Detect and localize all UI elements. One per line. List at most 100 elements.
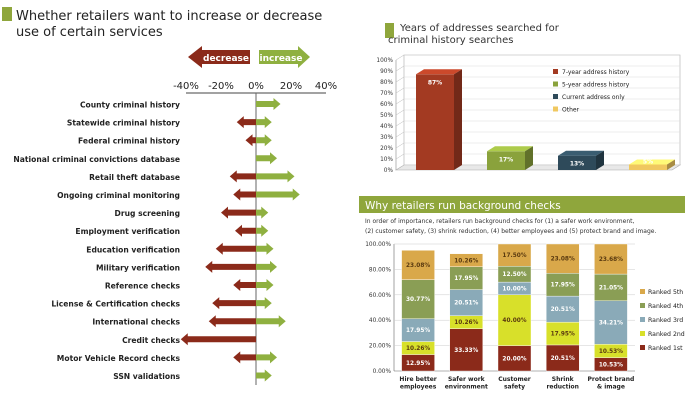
increase-arrow: [256, 134, 272, 147]
tr-y-tick-label: 60%: [380, 102, 393, 108]
br-x-tick-label: Safer work: [448, 376, 486, 383]
tr-bar-side: [525, 146, 533, 170]
tr-grid-diag: [395, 65, 405, 72]
tr-bar-label: 17%: [499, 156, 513, 163]
tr-legend-label: 7-year address history: [562, 69, 630, 76]
tr-grid-diag: [395, 131, 405, 138]
decrease-arrow: [180, 333, 256, 346]
category-label: Military verification: [96, 263, 180, 272]
reasons-panel: Why retailers run background checks In o…: [359, 196, 685, 391]
category-label: International checks: [92, 318, 180, 327]
tr-bar-top: [629, 159, 675, 165]
increase-arrow: [256, 260, 277, 273]
tr-bar-front: [629, 164, 667, 170]
br-subtitle-line1: In order of importance, retailers run ba…: [365, 218, 634, 225]
br-segment: [546, 344, 580, 372]
br-segment-label: 20.00%: [502, 356, 526, 362]
category-label: Ongoing criminal monitoring: [57, 191, 180, 200]
br-segment-label: 17.50%: [502, 253, 526, 259]
x-tick-label: 20%: [280, 81, 302, 92]
tr-bar-top: [416, 69, 462, 75]
br-x-tick-label: reduction: [546, 384, 578, 391]
tr-bar-top: [487, 146, 533, 152]
br-segment: [497, 243, 532, 267]
decrease-arrow: [233, 279, 256, 291]
left-panel: Whether retailers want to increase or de…: [2, 7, 337, 385]
br-segment-label: 20.51%: [551, 307, 575, 313]
decrease-arrow: [233, 351, 256, 364]
br-segment: [497, 294, 532, 346]
br-segment-label: 12.95%: [406, 361, 430, 367]
br-segment-label: 20.51%: [454, 301, 478, 307]
tr-legend-swatch: [553, 81, 558, 87]
increase-arrow: [256, 170, 295, 183]
br-y-tick-label: 0.00%: [373, 369, 392, 375]
br-x-tick-label: safety: [504, 384, 525, 391]
tr-legend-label: Other: [562, 107, 580, 114]
x-tick-label: 0%: [248, 81, 264, 92]
tr-bar-side: [454, 69, 462, 170]
tr-bar-side: [667, 159, 675, 170]
br-legend-swatch: [640, 289, 645, 294]
br-segment-label: 10.00%: [502, 286, 526, 292]
br-segment-label: 17.95%: [454, 276, 478, 282]
br-stacked-bars: 12.95% 10.26% 17.95% 30.77% 23.08% 33.33% 10.2…: [401, 243, 628, 372]
increase-arrow: [256, 297, 272, 310]
br-x-tick-label: employees: [400, 384, 437, 391]
br-x-tick-label: environment: [445, 384, 488, 391]
tr-legend-swatch: [553, 94, 558, 99]
br-x-tick-label: Shrink: [552, 376, 575, 383]
tr-grid-diag: [395, 164, 405, 171]
tr-y-tick-label: 20%: [380, 146, 393, 152]
increase-arrow: [256, 369, 272, 382]
x-tick-label: -40%: [173, 81, 199, 92]
br-title: Why retailers run background checks: [365, 200, 561, 212]
br-segment: [401, 250, 435, 280]
tr-bar-label: 13%: [570, 161, 584, 168]
br-segment: [449, 253, 483, 267]
tr-y-tick-label: 40%: [380, 124, 393, 130]
br-title-bar: [359, 196, 685, 213]
increase-arrow: [256, 315, 286, 328]
br-legend-label: Ranked 1st: [648, 345, 683, 352]
decrease-arrow: [236, 116, 256, 129]
category-label: Motor Vehicle Record checks: [57, 354, 181, 363]
tr-bar-side: [596, 150, 604, 170]
increase-arrow: [256, 188, 300, 201]
br-segment-label: 17.95%: [551, 283, 575, 289]
decrease-arrow: [212, 297, 256, 310]
decrease-arrow: [245, 134, 256, 147]
increase-header-label: increase: [260, 54, 303, 64]
br-legend-swatch: [640, 303, 645, 308]
increase-arrow: [256, 98, 281, 110]
br-segment-label: 17.95%: [551, 332, 575, 338]
tr-grid-diag: [395, 87, 405, 94]
decrease-header-label: decrease: [203, 54, 249, 64]
tr-grid-diag: [395, 120, 405, 127]
decrease-arrow: [229, 170, 256, 183]
br-segment: [594, 300, 628, 345]
tr-y-tick-label: 30%: [380, 135, 393, 141]
br-segment: [594, 243, 628, 275]
br-segment-label: 17.95%: [406, 328, 430, 334]
tr-y-tick-label: 100%: [376, 58, 393, 64]
increase-arrow: [256, 224, 269, 237]
increase-arrow: [256, 242, 274, 255]
br-segment-label: 23.08%: [551, 257, 575, 263]
br-segment-label: 10.26%: [406, 346, 430, 352]
br-x-tick-label: Protect brand: [587, 376, 634, 383]
br-subtitle-line2: (2) customer safety, (3) shrink reductio…: [365, 228, 656, 235]
br-y-tick-label: 60.00%: [369, 293, 392, 299]
increase-arrow: [256, 206, 269, 219]
br-y-tick-label: 80.00%: [369, 267, 392, 273]
br-segment-label: 10.53%: [599, 349, 623, 355]
category-label: County criminal history: [80, 101, 180, 110]
x-tick-label: 40%: [315, 81, 337, 92]
category-label: Credit checks: [122, 336, 180, 345]
tr-bar-top: [558, 150, 604, 156]
tr-legend-swatch: [553, 69, 558, 74]
br-segment-label: 30.77%: [406, 297, 430, 303]
decrease-arrow: [235, 224, 256, 237]
tr-grid-diag: [395, 153, 405, 160]
